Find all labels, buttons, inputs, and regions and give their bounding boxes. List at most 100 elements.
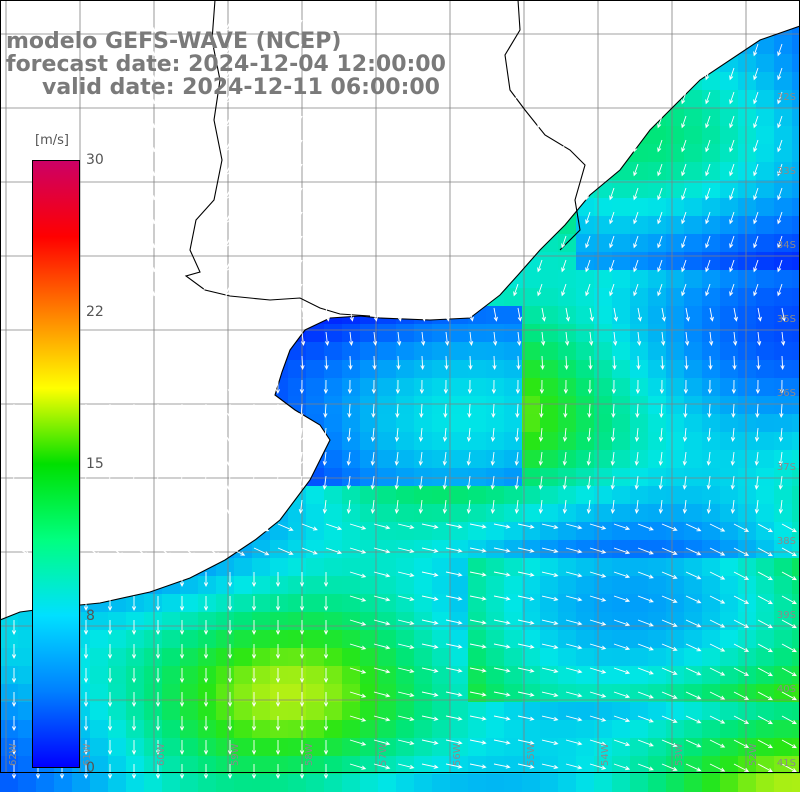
wind-arrow (177, 91, 183, 105)
speed-cell (612, 414, 630, 432)
speed-cell (684, 504, 702, 522)
speed-cell (756, 270, 774, 288)
wind-arrow (445, 307, 450, 322)
wind-arrow (490, 451, 495, 466)
wind-arrow (13, 547, 30, 555)
speed-cell (342, 684, 360, 702)
speed-cell (684, 702, 702, 720)
wind-arrow (204, 355, 209, 371)
speed-cell (702, 774, 720, 792)
speed-cell (414, 774, 432, 792)
wind-arrow (733, 571, 750, 580)
wind-arrow (709, 739, 726, 748)
speed-cell (792, 126, 800, 144)
speed-cell (738, 576, 756, 594)
speed-cell (288, 540, 306, 558)
speed-cell (720, 90, 738, 108)
wind-arrow (33, 67, 39, 81)
speed-cell (306, 504, 324, 522)
wind-arrow (493, 619, 511, 625)
wind-arrow (321, 139, 327, 153)
speed-cell (522, 378, 540, 396)
wind-arrow (443, 403, 448, 419)
wind-arrow (129, 211, 135, 225)
wind-arrow (561, 211, 567, 225)
speed-cell (270, 594, 288, 612)
wind-arrow (12, 355, 17, 371)
wind-arrow (154, 427, 160, 442)
wind-arrow (153, 283, 159, 297)
speed-cell (756, 522, 774, 540)
speed-cell (702, 270, 720, 288)
wind-arrow (757, 307, 762, 322)
wind-arrow (203, 763, 209, 780)
speed-cell (792, 468, 800, 486)
wind-arrow (537, 139, 543, 153)
wind-arrow (153, 115, 159, 129)
speed-cell (684, 684, 702, 702)
speed-cell (432, 324, 450, 342)
speed-cell (594, 468, 612, 486)
wind-arrow (373, 571, 391, 578)
wind-arrow (13, 307, 18, 322)
wind-arrow (636, 355, 641, 371)
speed-cell (540, 306, 558, 324)
speed-cell (666, 180, 684, 198)
wind-arrow (444, 355, 449, 371)
speed-cell (684, 324, 702, 342)
speed-cell (468, 378, 486, 396)
wind-arrow (681, 259, 687, 273)
speed-cell (666, 144, 684, 162)
wind-arrow (81, 139, 87, 153)
speed-cell (306, 594, 324, 612)
wind-arrow (637, 307, 642, 322)
wind-arrow (107, 571, 113, 588)
wind-arrow (681, 211, 687, 225)
wind-arrow (441, 139, 447, 153)
speed-cell (180, 648, 198, 666)
speed-cell (648, 342, 666, 360)
speed-cell (504, 378, 522, 396)
wind-arrow (445, 739, 463, 745)
wind-arrow (417, 283, 423, 297)
speed-cell (648, 576, 666, 594)
wind-arrow (753, 163, 759, 177)
wind-arrow (681, 67, 687, 81)
longitude-label: 60W (156, 743, 167, 766)
speed-cell (630, 756, 648, 774)
speed-cell (792, 648, 800, 666)
wind-arrow (730, 451, 735, 466)
speed-cell (594, 414, 612, 432)
wind-arrow (299, 643, 305, 660)
speed-cell (576, 216, 594, 234)
speed-cell (666, 234, 684, 252)
speed-cell (396, 774, 414, 792)
speed-cell (522, 720, 540, 738)
wind-arrow (177, 139, 183, 153)
speed-cell (540, 468, 558, 486)
speed-cell (144, 756, 162, 774)
speed-cell (108, 648, 126, 666)
speed-cell (612, 252, 630, 270)
wind-arrow (109, 523, 126, 532)
wind-arrow (589, 619, 607, 626)
wind-arrow (9, 235, 15, 249)
wind-arrow (565, 523, 583, 530)
wind-arrow (299, 595, 305, 612)
wind-arrow (633, 163, 639, 177)
speed-cell (522, 270, 540, 288)
speed-cell (756, 684, 774, 702)
speed-cell (432, 720, 450, 738)
speed-cell (666, 684, 684, 702)
speed-cell (90, 630, 108, 648)
speed-cell (90, 684, 108, 702)
wind-arrow (565, 307, 570, 322)
wind-arrow (373, 595, 391, 602)
wind-arrow (609, 283, 615, 297)
speed-cell (594, 774, 612, 792)
wind-arrow (777, 139, 783, 153)
wind-arrow (180, 331, 186, 346)
speed-cell (522, 576, 540, 594)
speed-cell (432, 576, 450, 594)
speed-cell (720, 522, 738, 540)
